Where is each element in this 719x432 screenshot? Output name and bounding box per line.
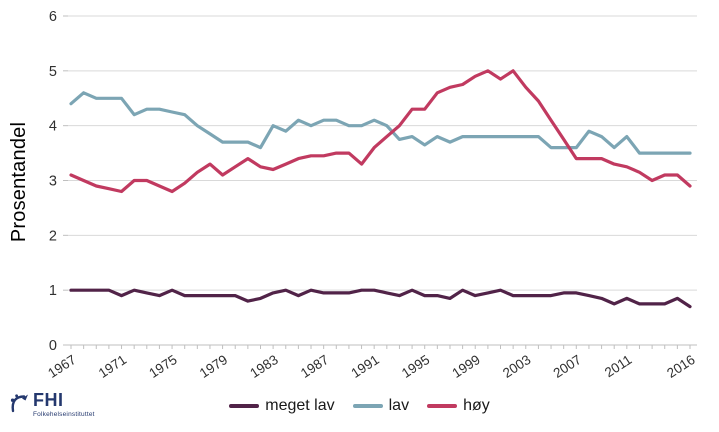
svg-text:4: 4 — [49, 119, 57, 135]
svg-text:2003: 2003 — [500, 352, 533, 381]
svg-text:1: 1 — [49, 283, 57, 299]
legend-item-meget-lav: meget lav — [229, 397, 335, 415]
svg-text:1995: 1995 — [399, 352, 432, 381]
legend-item-hoy: høy — [427, 397, 490, 415]
fhi-logo: FHI Folkehelseinstituttet — [8, 391, 95, 419]
svg-text:1991: 1991 — [348, 352, 381, 381]
svg-text:1975: 1975 — [146, 352, 179, 381]
svg-text:1979: 1979 — [197, 352, 230, 381]
svg-text:2007: 2007 — [551, 352, 584, 381]
svg-text:1999: 1999 — [450, 352, 483, 381]
fhi-logo-abbr: FHI — [33, 390, 64, 410]
svg-text:0: 0 — [49, 338, 57, 354]
legend-label-lav: lav — [388, 397, 410, 414]
svg-text:2011: 2011 — [602, 352, 635, 380]
legend-swatch-meget-lav — [229, 404, 260, 408]
legend-swatch-lav — [352, 404, 383, 408]
svg-text:1987: 1987 — [298, 352, 331, 381]
svg-text:1967: 1967 — [45, 352, 78, 381]
svg-text:6: 6 — [49, 9, 57, 25]
svg-text:1971: 1971 — [96, 352, 129, 381]
y-axis-title: Prosentandel — [8, 121, 30, 243]
legend-label-meget-lav: meget lav — [265, 397, 335, 414]
fhi-logo-text: FHI Folkehelseinstituttet — [33, 391, 95, 419]
chart-legend: meget lav lav høy — [0, 397, 719, 415]
legend-swatch-hoy — [427, 404, 458, 408]
svg-text:5: 5 — [49, 64, 57, 80]
svg-text:2: 2 — [49, 228, 57, 244]
legend-item-lav: lav — [352, 397, 410, 415]
svg-text:2016: 2016 — [664, 352, 697, 381]
svg-text:3: 3 — [49, 174, 57, 190]
line-chart-canvas: 0 1 2 3 4 5 6 1967 1971 1975 1979 1983 1987 1991 1995 1… — [45, 9, 697, 381]
fhi-logo-name: Folkehelseinstituttet — [33, 411, 95, 418]
legend-label-hoy: høy — [463, 397, 490, 414]
fhi-logo-icon — [10, 394, 28, 413]
svg-text:1983: 1983 — [247, 352, 280, 381]
